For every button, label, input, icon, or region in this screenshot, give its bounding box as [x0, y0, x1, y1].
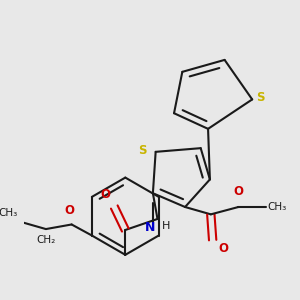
Text: H: H	[162, 221, 170, 231]
Text: O: O	[65, 204, 75, 217]
Text: O: O	[218, 242, 228, 255]
Text: O: O	[100, 188, 111, 202]
Text: CH₃: CH₃	[0, 208, 17, 218]
Text: S: S	[138, 143, 146, 157]
Text: O: O	[233, 185, 243, 198]
Text: methyl: methyl	[0, 299, 1, 300]
Text: CH₃: CH₃	[268, 202, 287, 212]
Text: N: N	[145, 221, 156, 234]
Text: S: S	[256, 91, 264, 104]
Text: CH₂: CH₂	[36, 235, 56, 244]
